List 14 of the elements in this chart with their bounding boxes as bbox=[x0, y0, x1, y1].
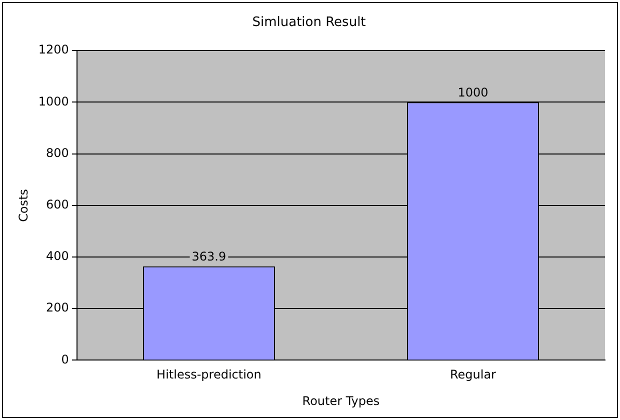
y-tick-label: 800 bbox=[46, 146, 69, 160]
y-tick-label: 600 bbox=[46, 198, 69, 212]
y-axis-title: Costs bbox=[16, 188, 30, 222]
x-axis-title: Router Types bbox=[302, 394, 380, 408]
data-label: 363.9 bbox=[192, 249, 226, 264]
y-tick-label: 0 bbox=[61, 352, 69, 366]
y-tick-label: 1000 bbox=[38, 94, 69, 108]
data-label: 1000 bbox=[458, 85, 488, 100]
x-tick-label: Regular bbox=[450, 368, 496, 382]
y-tick-label: 1200 bbox=[38, 42, 69, 57]
chart-title: Simluation Result bbox=[252, 15, 366, 30]
x-tick-label: Hitless-prediction bbox=[156, 368, 262, 382]
y-tick-label: 400 bbox=[46, 249, 69, 264]
y-tick-label: 200 bbox=[46, 300, 69, 315]
